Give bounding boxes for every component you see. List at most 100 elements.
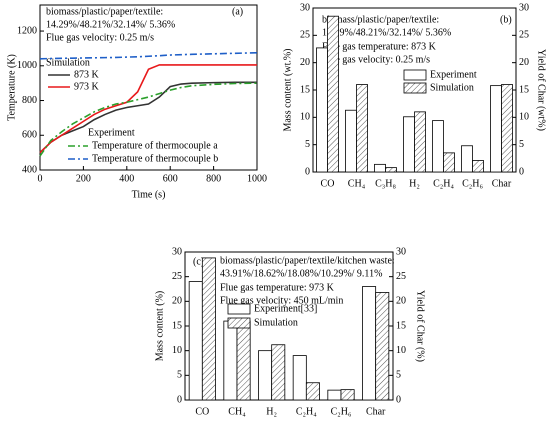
bar (188, 281, 203, 401)
x-tick-label: H₂ (266, 406, 277, 417)
bar (271, 344, 286, 401)
legend-label: Experiment (430, 69, 477, 80)
y-tick-label: 15 (300, 84, 310, 95)
panel: 0 5 10 15 20 25 30 0 5 10 15 20 25 30 Mass content (wt… (282, 2, 546, 189)
y2-tick-label: 10 (396, 345, 406, 356)
annotation: 14.29%/48.21%/32.14%/ 5.36% (322, 27, 451, 38)
annotation: 43.91%/18.62%/18.08%/10.29%/ 9.11% (220, 268, 382, 279)
y-tick-label: 1000 (17, 60, 37, 71)
annotation: Flue gas velocity: 450 mL/min (220, 295, 343, 306)
bar (375, 292, 390, 401)
y-tick-label: 30 (300, 2, 310, 13)
x-tick-label: 400 (119, 173, 134, 184)
legend-label: Temperature of thermocouple b (92, 153, 218, 164)
bar (472, 160, 484, 173)
y2-tick-label: 20 (519, 57, 529, 68)
plot-frame (39, 4, 258, 171)
y2-tick-label: 30 (519, 2, 529, 13)
x-tick-label: CH₄ (348, 178, 366, 189)
legend-label: Simulation (254, 317, 298, 328)
y2-tick-label: 5 (396, 370, 401, 381)
annotation: biomass/plastic/paper/textile: (46, 6, 163, 17)
annotation: Flue gas temperature: 873 K (322, 41, 437, 52)
x-tick-label: 800 (206, 173, 221, 184)
x-tick-label: Char (492, 178, 512, 189)
x-tick-label: C₂H₆ (462, 178, 483, 189)
x-tick-label: CH₄ (228, 406, 246, 417)
legend-label: 873 K (74, 69, 100, 80)
y2-tick-label: 0 (396, 394, 401, 405)
bar (501, 84, 513, 173)
bar (432, 120, 444, 173)
y2-tick-label: 15 (396, 320, 406, 331)
annotation: biomass/plastic/paper/textile/kitchen wa… (220, 255, 395, 266)
y-axis-label: Temperature (K) (6, 54, 17, 121)
bar (345, 109, 357, 173)
x-tick-label: C₂H₄ (433, 178, 454, 189)
x-axis-label: Time (s) (132, 189, 166, 200)
y-tick-label: 30 (172, 246, 182, 257)
y-tick-label: 25 (300, 30, 310, 41)
bar (201, 257, 216, 401)
y-axis-label: Mass content (%) (154, 291, 165, 362)
y2-tick-label: 5 (519, 139, 524, 150)
annotation: (b) (500, 14, 512, 25)
bar (292, 355, 307, 401)
x-tick-label: CO (195, 406, 209, 417)
bar (316, 47, 328, 173)
annotation: 14.29%/48.21%/32.14%/ 5.36% (46, 19, 175, 30)
y-tick-label: 0 (177, 394, 182, 405)
legend-swatch (403, 82, 427, 94)
bar (305, 382, 320, 401)
bar (356, 84, 368, 173)
bar (490, 85, 502, 173)
y-tick-label: 10 (172, 345, 182, 356)
y-axis-label: Mass content (wt.%) (282, 48, 293, 131)
x-tick-label: CO (321, 178, 335, 189)
y-tick-label: 400 (22, 164, 37, 175)
bar (414, 111, 426, 173)
annotation: Flue gas temperature: 973 K (220, 282, 335, 293)
annotation: biomass/plastic/paper/textile: (322, 14, 439, 25)
y2-tick-label: 25 (396, 271, 406, 282)
y2-tick-label: 0 (519, 166, 524, 177)
x-tick-label: C₃H₈ (375, 178, 396, 189)
x-tick-label: C₂H₄ (296, 406, 317, 417)
y2-tick-label: 25 (519, 30, 529, 41)
bar (258, 350, 273, 401)
y-tick-label: 25 (172, 271, 182, 282)
annotation: Simulation (46, 57, 90, 68)
bar (236, 320, 251, 401)
bar (327, 15, 339, 173)
x-tick-label: 1000 (247, 173, 267, 184)
bar (340, 389, 355, 401)
bar (327, 389, 342, 401)
annotation: (c) (193, 256, 204, 267)
x-tick-label: H₂ (409, 178, 420, 189)
bar (223, 320, 238, 401)
y2-tick-label: 30 (396, 246, 406, 257)
x-tick-label: 600 (163, 173, 178, 184)
line-series (39, 51, 258, 60)
bar (461, 145, 473, 173)
line-series (39, 64, 257, 154)
x-tick-label: 0 (38, 173, 43, 184)
annotation: Experiment (88, 127, 135, 138)
y2-axis-label: Yield of Char (%) (415, 290, 426, 362)
panel: 0 5 10 15 20 25 30 0 5 10 15 20 25 30 Mass content (%)… (154, 246, 425, 417)
y-tick-label: 20 (172, 296, 182, 307)
y2-tick-label: 20 (396, 296, 406, 307)
panel: 400 600 800 1000 1200 Temperature (K) biomass/… (6, 4, 267, 200)
bar (362, 286, 377, 401)
bar (374, 163, 386, 173)
x-tick-label: 200 (76, 173, 91, 184)
y-tick-label: 5 (177, 370, 182, 381)
y-tick-label: 800 (22, 95, 37, 106)
bar (385, 167, 397, 173)
y-tick-label: 0 (305, 166, 310, 177)
x-tick-label: Char (366, 406, 386, 417)
y-tick-label: 15 (172, 320, 182, 331)
y2-tick-label: 10 (519, 112, 529, 123)
legend-label: Simulation (430, 82, 474, 93)
annotation: (a) (232, 6, 243, 17)
